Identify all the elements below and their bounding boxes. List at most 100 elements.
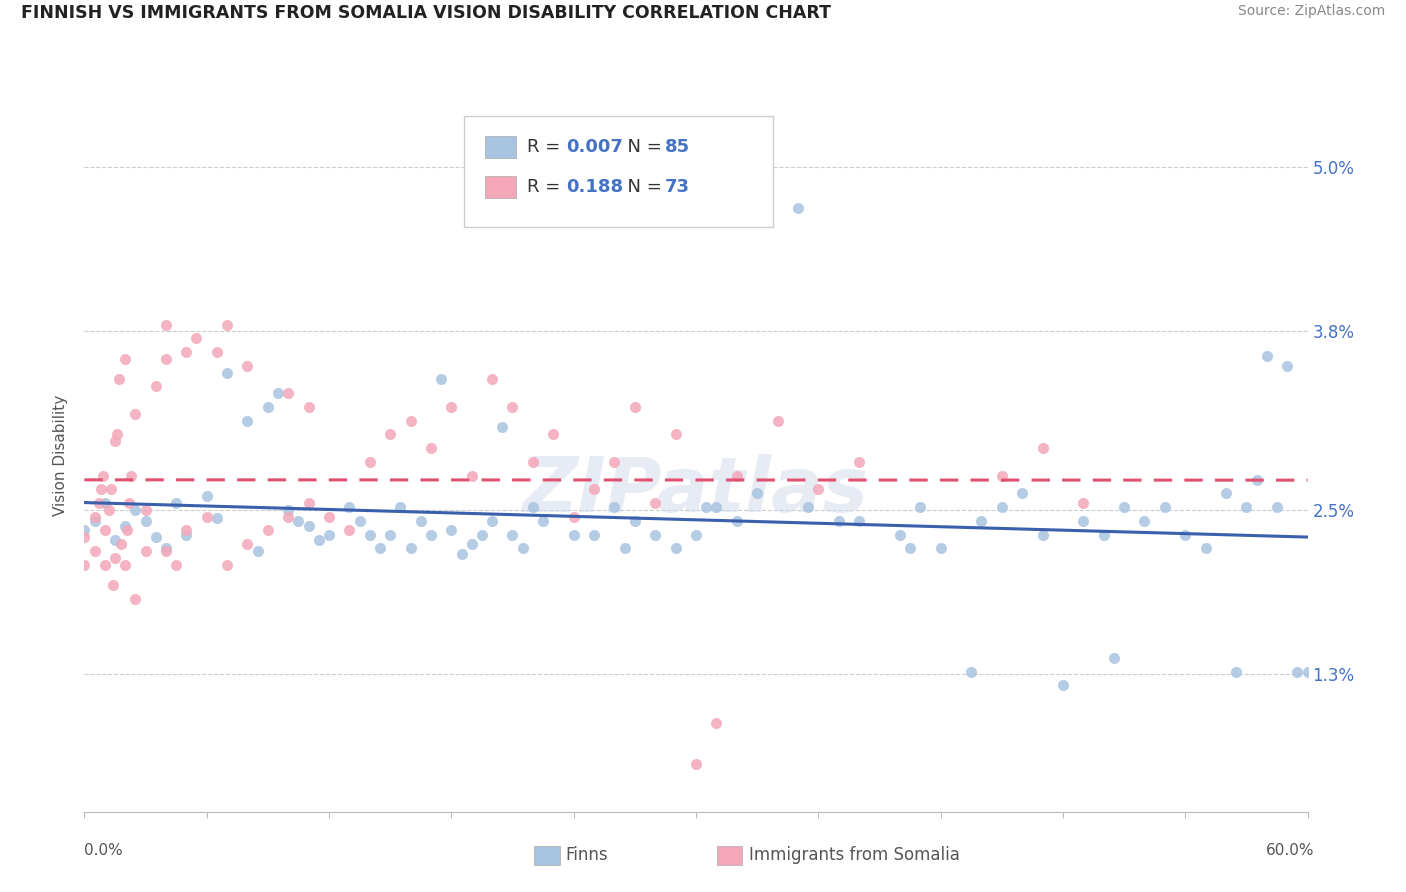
Point: [1174, 527, 1197, 541]
Point: [624, 514, 647, 528]
Point: [93, 496, 117, 510]
Text: N =: N =: [616, 138, 668, 156]
Point: [318, 527, 340, 541]
Point: [155, 318, 177, 332]
Point: [970, 514, 993, 528]
Point: [124, 503, 146, 517]
Point: [1265, 500, 1288, 514]
Point: [1236, 500, 1258, 514]
Point: [399, 541, 422, 556]
Text: 0.007: 0.007: [567, 138, 623, 156]
Point: [83, 509, 105, 524]
Point: [787, 201, 810, 215]
Point: [706, 500, 728, 514]
Point: [828, 514, 851, 528]
Point: [706, 715, 728, 730]
Point: [1277, 359, 1299, 373]
Y-axis label: Vision Disability: Vision Disability: [53, 394, 69, 516]
Point: [960, 665, 983, 679]
Point: [246, 544, 269, 558]
Point: [145, 379, 167, 393]
Point: [114, 558, 136, 572]
Point: [644, 496, 666, 510]
Point: [399, 414, 422, 428]
Point: [389, 500, 412, 514]
Point: [101, 578, 124, 592]
Point: [277, 509, 299, 524]
Point: [73, 530, 96, 544]
Point: [114, 351, 136, 366]
Point: [910, 500, 932, 514]
Point: [583, 527, 606, 541]
Text: 0.0%: 0.0%: [84, 843, 124, 858]
Point: [155, 351, 177, 366]
Text: Finns: Finns: [565, 846, 607, 863]
Point: [747, 486, 769, 500]
Point: [257, 524, 280, 538]
Point: [450, 547, 472, 561]
Point: [277, 386, 299, 401]
Text: R =: R =: [527, 138, 567, 156]
Point: [1133, 514, 1156, 528]
Point: [104, 550, 127, 565]
Point: [1102, 651, 1125, 665]
Point: [695, 500, 717, 514]
Point: [83, 544, 105, 558]
Point: [562, 509, 585, 524]
Point: [93, 558, 117, 572]
Point: [685, 756, 707, 771]
Point: [217, 366, 239, 380]
Point: [236, 537, 259, 551]
Point: [368, 541, 391, 556]
Point: [766, 414, 789, 428]
Point: [522, 500, 544, 514]
Point: [624, 400, 647, 414]
Point: [409, 514, 432, 528]
Text: 73: 73: [665, 178, 690, 196]
Text: FINNISH VS IMMIGRANTS FROM SOMALIA VISION DISABILITY CORRELATION CHART: FINNISH VS IMMIGRANTS FROM SOMALIA VISIO…: [21, 4, 831, 22]
Point: [176, 345, 198, 359]
Point: [87, 496, 110, 510]
Point: [991, 500, 1014, 514]
Point: [176, 527, 198, 541]
Point: [1225, 665, 1247, 679]
Point: [93, 524, 117, 538]
Point: [1073, 514, 1095, 528]
Point: [91, 468, 114, 483]
Point: [145, 530, 167, 544]
Point: [205, 345, 228, 359]
Point: [339, 524, 361, 538]
Point: [120, 468, 142, 483]
Point: [90, 482, 112, 496]
Point: [644, 527, 666, 541]
Text: 0.188: 0.188: [567, 178, 624, 196]
Point: [1286, 665, 1309, 679]
Point: [512, 541, 534, 556]
Point: [991, 468, 1014, 483]
Point: [349, 514, 371, 528]
Point: [481, 514, 503, 528]
Point: [104, 533, 127, 547]
Point: [380, 427, 402, 442]
Point: [205, 511, 228, 525]
Point: [380, 527, 402, 541]
Text: Source: ZipAtlas.com: Source: ZipAtlas.com: [1237, 4, 1385, 19]
Point: [1246, 473, 1268, 487]
Point: [298, 496, 321, 510]
Point: [665, 427, 688, 442]
Point: [135, 503, 157, 517]
Point: [848, 455, 870, 469]
Point: [217, 558, 239, 572]
Point: [339, 500, 361, 514]
Point: [797, 500, 820, 514]
Point: [1195, 541, 1218, 556]
Point: [155, 541, 177, 556]
Text: R =: R =: [527, 178, 567, 196]
Point: [725, 468, 748, 483]
Point: [1092, 527, 1115, 541]
Point: [1296, 665, 1319, 679]
Point: [665, 541, 688, 556]
Point: [287, 514, 309, 528]
Text: 85: 85: [665, 138, 690, 156]
Point: [471, 527, 494, 541]
